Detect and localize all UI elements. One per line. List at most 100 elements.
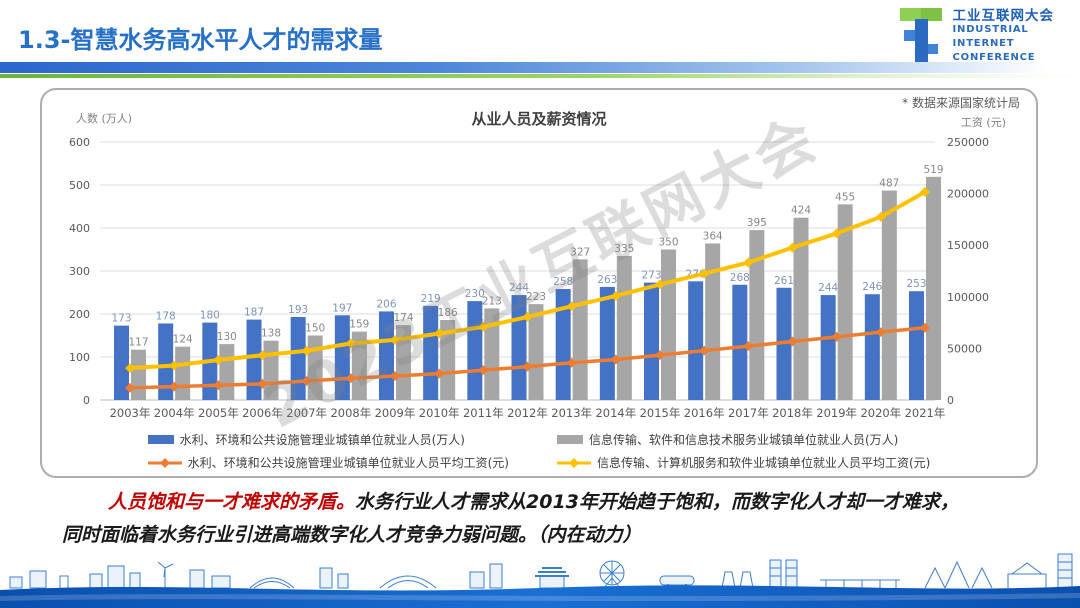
page-title: 1.3-智慧水务高水平人才的需求量 bbox=[18, 26, 383, 54]
svg-text:364: 364 bbox=[703, 230, 723, 242]
chart-legend: 水利、环境和公共设施管理业城镇单位就业人员(万人) 信息传输、软件和信息技术服务业… bbox=[42, 431, 1036, 471]
svg-text:197: 197 bbox=[332, 302, 352, 314]
svg-text:261: 261 bbox=[774, 275, 794, 287]
svg-text:2009年: 2009年 bbox=[375, 406, 416, 420]
caption-line-2: 同时面临着水务行业引进高端数字化人才竞争力弱问题。（内在动力） bbox=[62, 524, 642, 546]
svg-text:258: 258 bbox=[553, 276, 573, 288]
svg-text:244: 244 bbox=[818, 282, 838, 294]
svg-text:600: 600 bbox=[69, 136, 90, 149]
svg-text:2008年: 2008年 bbox=[330, 406, 371, 420]
svg-text:0: 0 bbox=[83, 394, 90, 407]
svg-text:519: 519 bbox=[923, 164, 943, 176]
svg-text:223: 223 bbox=[526, 291, 546, 303]
svg-text:50000: 50000 bbox=[947, 342, 982, 355]
svg-text:186: 186 bbox=[438, 307, 458, 319]
svg-text:2011年: 2011年 bbox=[463, 406, 504, 420]
bottom-blue-band bbox=[0, 585, 1080, 608]
svg-text:2010年: 2010年 bbox=[419, 406, 460, 420]
svg-text:100: 100 bbox=[69, 351, 90, 364]
svg-text:2014年: 2014年 bbox=[595, 406, 636, 420]
svg-text:2021年: 2021年 bbox=[905, 406, 946, 420]
svg-text:2017年: 2017年 bbox=[728, 406, 769, 420]
logo-cn-text: 工业互联网大会 bbox=[952, 8, 1054, 24]
legend-label: 水利、环境和公共设施管理业城镇单位就业人员平均工资(元) bbox=[187, 456, 509, 470]
svg-text:213: 213 bbox=[482, 295, 502, 307]
legend-label: 信息传输、计算机服务和软件业城镇单位就业人员平均工资(元) bbox=[597, 456, 931, 470]
svg-text:124: 124 bbox=[173, 334, 193, 346]
svg-text:2012年: 2012年 bbox=[507, 406, 548, 420]
svg-text:100000: 100000 bbox=[947, 291, 989, 304]
svg-text:395: 395 bbox=[747, 217, 767, 229]
caption-block: 人员饱和与一才难求的矛盾。水务行业人才需求从2013年开始趋于饱和，而数字化人才… bbox=[62, 486, 1020, 552]
logo-en-text-line: INTERNET bbox=[952, 38, 1015, 49]
svg-text:350: 350 bbox=[658, 237, 678, 249]
svg-text:130: 130 bbox=[217, 331, 237, 343]
svg-text:2004年: 2004年 bbox=[154, 406, 195, 420]
svg-text:138: 138 bbox=[261, 328, 281, 340]
svg-text:200: 200 bbox=[69, 308, 90, 321]
svg-text:400: 400 bbox=[69, 222, 90, 235]
svg-text:2003年: 2003年 bbox=[110, 406, 151, 420]
svg-text:150000: 150000 bbox=[947, 239, 989, 252]
svg-text:2018年: 2018年 bbox=[772, 406, 813, 420]
legend-bar-swatch bbox=[557, 435, 583, 444]
svg-text:246: 246 bbox=[862, 281, 882, 293]
legend-item: 信息传输、软件和信息技术服务业城镇单位就业人员(万人) bbox=[557, 431, 930, 448]
svg-text:2006年: 2006年 bbox=[242, 406, 283, 420]
svg-text:174: 174 bbox=[393, 312, 413, 324]
logo-en-text-line: CONFERENCE bbox=[952, 52, 1036, 63]
right-axis-unit-label: 工资 (元) bbox=[960, 116, 1006, 129]
svg-text:300: 300 bbox=[69, 265, 90, 278]
svg-text:273: 273 bbox=[641, 270, 661, 282]
svg-text:150: 150 bbox=[305, 323, 325, 335]
svg-text:455: 455 bbox=[835, 191, 855, 203]
header-green-line bbox=[0, 74, 1080, 78]
svg-text:244: 244 bbox=[509, 282, 529, 294]
chart-panel: * 数据来源国家统计局 从业人员及薪资情况 人数 (万人) 工资 (元) 0 10… bbox=[40, 88, 1038, 478]
city-skyline-illustration bbox=[0, 553, 1080, 608]
legend-bar-swatch bbox=[147, 435, 174, 444]
legend-item: 信息传输、计算机服务和软件业城镇单位就业人员平均工资(元) bbox=[557, 454, 930, 471]
logo-en-text-line: INDUSTRIAL bbox=[952, 24, 1029, 35]
legend-line-swatch bbox=[557, 457, 591, 469]
svg-text:180: 180 bbox=[200, 310, 220, 322]
svg-text:2019年: 2019年 bbox=[816, 406, 857, 420]
svg-text:2016年: 2016年 bbox=[684, 406, 725, 420]
data-source-note: * 数据来源国家统计局 bbox=[902, 96, 1020, 110]
svg-text:117: 117 bbox=[128, 337, 148, 349]
chart-title: 从业人员及薪资情况 bbox=[471, 110, 607, 128]
svg-text:193: 193 bbox=[288, 304, 308, 316]
svg-text:2005年: 2005年 bbox=[198, 406, 239, 420]
svg-text:250000: 250000 bbox=[947, 136, 989, 149]
legend-item: 水利、环境和公共设施管理业城镇单位就业人员平均工资(元) bbox=[147, 454, 509, 471]
caption-highlight: 人员饱和与一才难求的矛盾。 bbox=[108, 491, 356, 513]
caption-line-1: 人员饱和与一才难求的矛盾。水务行业人才需求从2013年开始趋于饱和，而数字化人才… bbox=[62, 486, 1020, 519]
svg-text:253: 253 bbox=[906, 278, 926, 290]
svg-text:2007年: 2007年 bbox=[286, 406, 327, 420]
svg-text:230: 230 bbox=[465, 288, 485, 300]
header-accent-bar bbox=[0, 62, 1080, 73]
svg-text:327: 327 bbox=[570, 246, 590, 258]
svg-text:487: 487 bbox=[879, 178, 899, 190]
svg-text:0: 0 bbox=[947, 394, 954, 407]
caption-line-1-rest: 水务行业人才需求从2013年开始趋于饱和，而数字化人才却一才难求， bbox=[355, 491, 959, 513]
legend-item: 水利、环境和公共设施管理业城镇单位就业人员(万人) bbox=[147, 431, 509, 448]
legend-line-swatch bbox=[147, 457, 182, 469]
svg-text:178: 178 bbox=[156, 310, 176, 322]
legend-label: 水利、环境和公共设施管理业城镇单位就业人员(万人) bbox=[179, 433, 465, 447]
conference-logo: 工业互联网大会 INDUSTRIAL INTERNET CONFERENCE bbox=[898, 6, 1055, 68]
svg-text:268: 268 bbox=[730, 272, 750, 284]
svg-text:2013年: 2013年 bbox=[551, 406, 592, 420]
svg-text:159: 159 bbox=[349, 319, 369, 331]
svg-text:424: 424 bbox=[791, 205, 811, 217]
left-axis-unit-label: 人数 (万人) bbox=[76, 112, 133, 125]
employment-salary-combo-chart: 0 100 200 300 400 500 600 0 50000 100000 150000 200… bbox=[69, 136, 989, 420]
svg-text:263: 263 bbox=[597, 274, 617, 286]
legend-label: 信息传输、软件和信息技术服务业城镇单位就业人员(万人) bbox=[589, 433, 899, 447]
svg-text:173: 173 bbox=[111, 313, 131, 325]
svg-text:335: 335 bbox=[614, 243, 634, 255]
svg-text:206: 206 bbox=[376, 298, 396, 310]
svg-text:2020年: 2020年 bbox=[860, 406, 901, 420]
svg-text:2015年: 2015年 bbox=[640, 406, 681, 420]
svg-text:219: 219 bbox=[421, 293, 441, 305]
